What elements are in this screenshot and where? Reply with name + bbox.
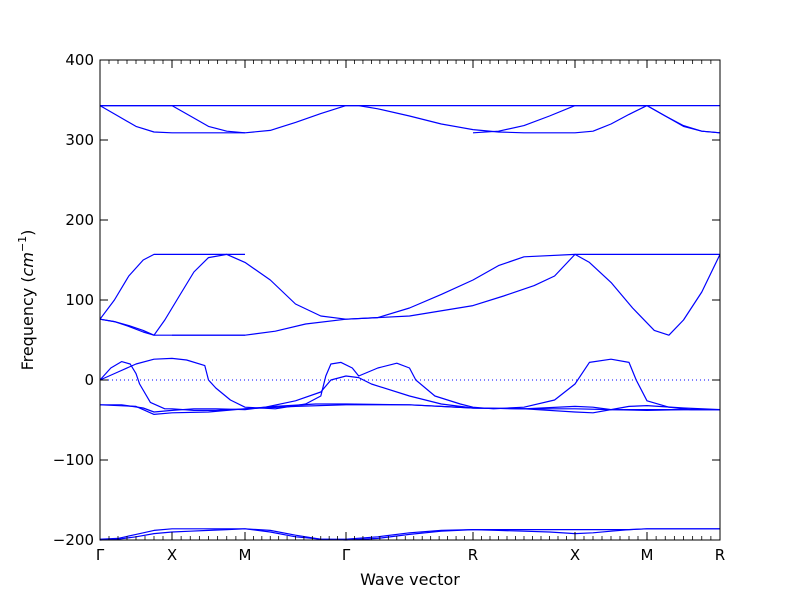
x-tick-label: R: [468, 546, 478, 564]
y-tick-label: 300: [65, 131, 94, 149]
y-axis-label-close: ): [18, 230, 37, 236]
y-tick-label: −100: [53, 451, 94, 469]
x-tick-label: M: [239, 546, 252, 564]
x-tick-label: X: [167, 546, 177, 564]
branch-14: [99, 528, 720, 541]
x-axis-label: Wave vector: [360, 570, 460, 589]
x-tick-label: X: [570, 546, 580, 564]
y-tick-label: −200: [53, 531, 94, 549]
y-axis-label-text: Frequency (: [18, 276, 37, 370]
branch-5: [99, 253, 245, 320]
y-tick-label: 0: [84, 371, 94, 389]
y-axis-label-exponent: −1: [16, 236, 29, 252]
x-tick-label: R: [715, 546, 725, 564]
branch-2: [99, 105, 245, 134]
x-tick-label: Γ: [96, 546, 105, 564]
y-tick-label: 400: [65, 51, 94, 69]
x-tick-label: Γ: [342, 546, 351, 564]
y-tick-label: 200: [65, 211, 94, 229]
y-axis-label: Frequency (cm−1): [16, 230, 37, 371]
plot-frame: [99, 59, 721, 541]
branch-8: [172, 253, 720, 336]
branch-3: [100, 105, 721, 134]
y-axis-label-unit: cm: [18, 252, 37, 276]
x-tick-label: M: [641, 546, 654, 564]
branch-12: [99, 404, 720, 415]
y-tick-label: 100: [65, 291, 94, 309]
dispersion-curves: [99, 105, 721, 541]
branch-11: [100, 375, 721, 414]
branch-13: [99, 528, 720, 540]
y-tick-labels: 400 300 200 100 0 −100 −200: [53, 51, 94, 549]
branch-4: [472, 105, 721, 134]
branch-10: [99, 357, 720, 411]
